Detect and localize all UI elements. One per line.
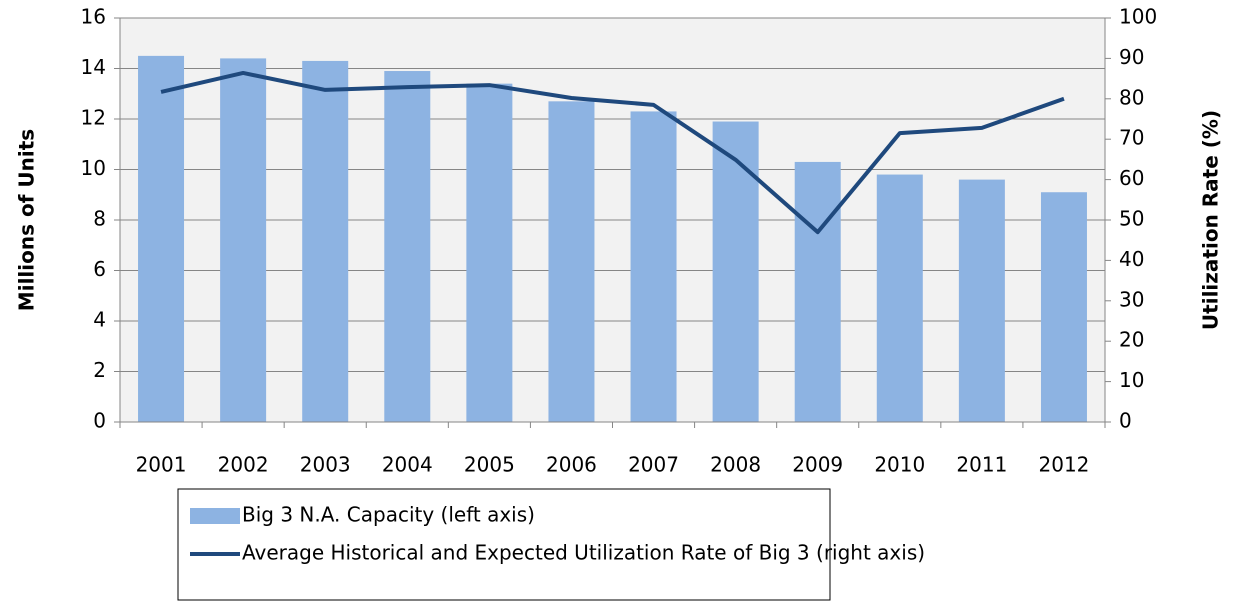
line	[160, 70, 1065, 235]
y-tick-label: 8	[93, 207, 106, 231]
bar	[876, 174, 923, 422]
y2-tick-label: 100	[1119, 5, 1157, 29]
bar	[958, 179, 1005, 422]
x-tick-label: 2010	[874, 453, 925, 477]
bar	[794, 161, 841, 423]
y-tick-label: 10	[81, 156, 106, 180]
legend-label: Average Historical and Expected Utilizat…	[242, 541, 925, 565]
y2-tick-label: 40	[1119, 247, 1144, 271]
x-tick-label: 2011	[956, 453, 1007, 477]
legend-swatch	[190, 508, 240, 524]
x-tick-label: 2003	[300, 453, 351, 477]
y-tick-label: 12	[81, 106, 106, 130]
bar	[302, 60, 349, 423]
x-tick-label: 2009	[792, 453, 843, 477]
y2-tick-label: 70	[1119, 126, 1144, 150]
legend	[177, 488, 831, 601]
x-tick-label: 2007	[628, 453, 679, 477]
y2-tick-label: 30	[1119, 287, 1144, 311]
bar	[220, 58, 267, 423]
y2-tick-label: 0	[1119, 409, 1132, 433]
x-tick-label: 2008	[710, 453, 761, 477]
y2-tick-label: 20	[1119, 328, 1144, 352]
bar	[630, 111, 677, 423]
x-tick-label: 2005	[464, 453, 515, 477]
bar	[548, 101, 595, 422]
legend-label: Big 3 N.A. Capacity (left axis)	[242, 503, 535, 527]
y-axis-title: Millions of Units	[15, 129, 39, 311]
y2-tick-label: 10	[1119, 368, 1144, 392]
bar	[384, 71, 431, 423]
x-tick-label: 2001	[136, 453, 187, 477]
y-tick-label: 4	[93, 308, 106, 332]
x-tick-label: 2002	[218, 453, 269, 477]
y2-tick-label: 50	[1119, 207, 1144, 231]
y2-tick-label: 80	[1119, 85, 1144, 109]
y2-axis-title: Utilization Rate (%)	[1199, 110, 1223, 330]
bar	[712, 121, 759, 423]
y2-tick-label: 60	[1119, 166, 1144, 190]
y-tick-label: 6	[93, 257, 106, 281]
y-tick-label: 2	[93, 358, 106, 382]
bar	[466, 83, 513, 423]
x-tick-label: 2006	[546, 453, 597, 477]
y-tick-label: 16	[81, 5, 106, 29]
y2-tick-label: 90	[1119, 45, 1144, 69]
bar	[1040, 192, 1087, 422]
y-tick-label: 14	[81, 55, 106, 79]
y-tick-label: 0	[93, 409, 106, 433]
bar	[138, 55, 185, 422]
x-tick-label: 2004	[382, 453, 433, 477]
x-tick-label: 2012	[1039, 453, 1090, 477]
